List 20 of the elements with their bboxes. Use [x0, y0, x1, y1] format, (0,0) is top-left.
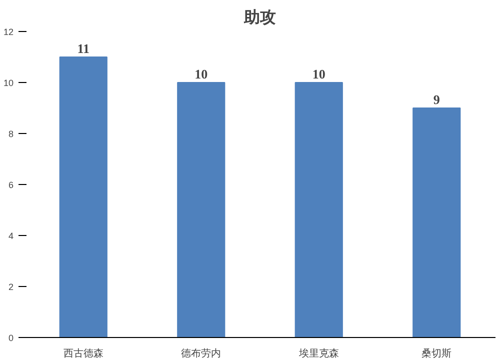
y-tick-label: 10 [3, 78, 14, 88]
x-tick-label: 埃里克森 [298, 348, 339, 360]
data-label: 11 [77, 41, 90, 56]
chart-title: 助攻 [243, 8, 276, 26]
bar [294, 82, 343, 338]
bar [59, 56, 108, 338]
y-tick-label: 4 [8, 231, 14, 241]
y-tick-label: 6 [8, 180, 14, 190]
x-tick-label: 德布劳内 [181, 348, 222, 360]
data-label: 9 [433, 92, 440, 107]
x-tick-label: 桑切斯 [422, 348, 452, 360]
data-label: 10 [194, 66, 208, 82]
y-tick-label: 8 [8, 129, 14, 139]
data-label: 10 [312, 66, 326, 82]
bar [412, 108, 461, 338]
x-tick-label: 西古德森 [63, 348, 104, 360]
bar [177, 82, 226, 338]
y-tick-label: 12 [3, 27, 14, 37]
y-tick-label: 2 [8, 282, 14, 292]
y-tick-label: 0 [8, 333, 14, 343]
